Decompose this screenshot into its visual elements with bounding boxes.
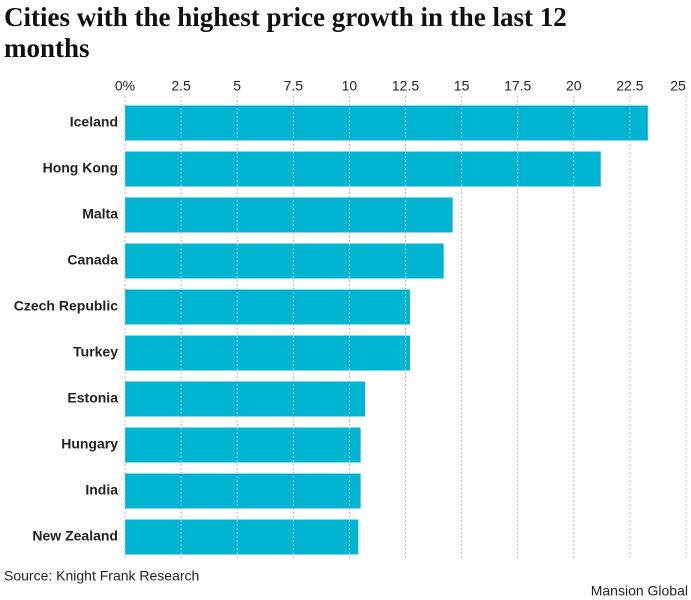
bar	[125, 289, 410, 325]
y-tick-label: India	[85, 482, 118, 498]
y-tick-label: Hungary	[61, 436, 118, 452]
x-tick-label: 12.5	[392, 78, 419, 94]
y-tick-label: Iceland	[70, 114, 118, 130]
x-tick-label: 25	[670, 78, 686, 94]
bar	[125, 105, 648, 141]
bar	[125, 151, 601, 187]
y-tick-label: Estonia	[67, 390, 118, 406]
x-tick-label: 0%	[115, 78, 135, 94]
x-tick-label: 17.5	[504, 78, 531, 94]
bar	[125, 335, 410, 371]
y-tick-label: Czech Republic	[14, 298, 118, 314]
y-tick-label: Turkey	[73, 344, 118, 360]
bar	[125, 243, 444, 279]
x-tick-label: 10	[342, 78, 358, 94]
bar	[125, 473, 361, 509]
x-tick-label: 20	[566, 78, 582, 94]
x-tick-label: 22.5	[616, 78, 643, 94]
x-tick-label: 2.5	[171, 78, 191, 94]
x-tick-label: 7.5	[284, 78, 304, 94]
bar	[125, 519, 359, 555]
credit: Mansion Global	[591, 583, 688, 599]
chart-title: Cities with the highest price growth in …	[4, 2, 567, 63]
source: Source: Knight Frank Research	[4, 568, 199, 584]
bar	[125, 427, 361, 463]
y-tick-label: Canada	[67, 252, 118, 268]
y-tick-label: Hong Kong	[43, 160, 118, 176]
bar	[125, 381, 366, 417]
y-tick-label: New Zealand	[32, 528, 118, 544]
x-tick-label: 15	[454, 78, 470, 94]
y-tick-label: Malta	[82, 206, 118, 222]
bar	[125, 197, 453, 233]
x-tick-label: 5	[233, 78, 241, 94]
